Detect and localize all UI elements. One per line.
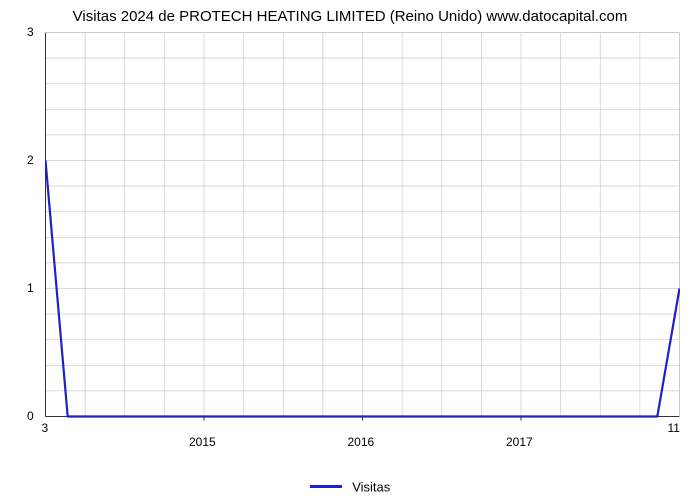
chart-title: Visitas 2024 de PROTECH HEATING LIMITED … — [0, 0, 700, 29]
chart-area — [45, 32, 680, 437]
chart-svg — [45, 32, 680, 437]
legend-swatch — [310, 485, 342, 488]
y-tick-label: 3 — [27, 25, 39, 39]
x-end-label: 11 — [668, 421, 680, 435]
legend: Visitas — [0, 478, 700, 496]
y-tick-label: 2 — [27, 153, 39, 167]
x-start-label: 3 — [42, 421, 49, 435]
x-tick-label: 2015 — [189, 435, 216, 449]
x-tick-label: 2016 — [348, 435, 375, 449]
y-tick-label: 0 — [27, 409, 39, 423]
y-tick-label: 1 — [27, 281, 39, 295]
x-tick-label: 2017 — [506, 435, 533, 449]
legend-label: Visitas — [352, 479, 390, 494]
